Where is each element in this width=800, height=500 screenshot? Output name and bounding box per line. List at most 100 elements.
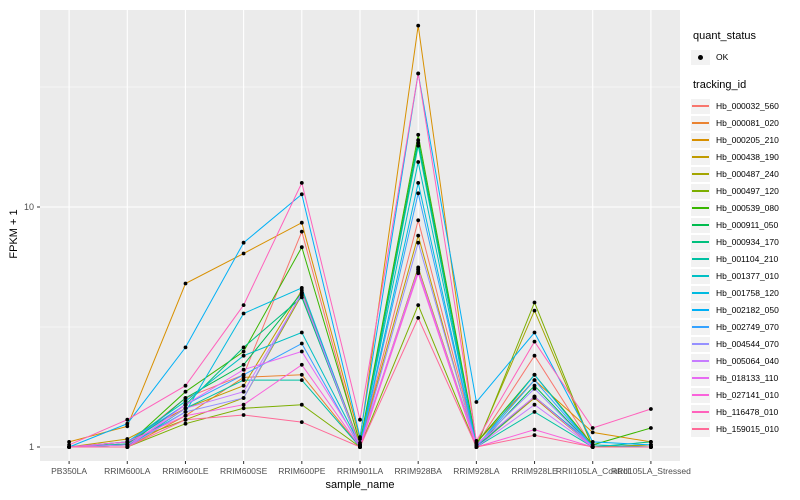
legend-item-label: Hb_002749_070 (716, 322, 779, 332)
data-point (299, 181, 304, 185)
data-point (299, 245, 304, 250)
data-point (590, 445, 595, 449)
legend-item-label: Hb_000438_190 (716, 152, 779, 162)
legend-item: Hb_001758_120 (691, 285, 799, 301)
x-tick-label: RRIM928LA (453, 466, 500, 476)
data-point (358, 417, 362, 422)
data-point (532, 410, 537, 414)
legend-item: Hb_159015_010 (691, 421, 799, 437)
legend-line-swatch (692, 360, 709, 362)
data-point (125, 437, 130, 441)
data-point (241, 406, 246, 411)
data-point (241, 402, 246, 407)
data-point (532, 330, 537, 335)
legend-line-swatch (692, 292, 709, 294)
data-point (532, 427, 537, 432)
legend-item: Hb_027141_010 (691, 387, 799, 403)
data-point (416, 132, 421, 137)
legend-line-swatch (692, 173, 709, 175)
legend-line-swatch (692, 275, 709, 277)
legend-line-swatch (692, 105, 709, 107)
data-point (241, 372, 246, 377)
point-icon (698, 54, 703, 60)
data-point (416, 316, 421, 320)
data-point (299, 341, 304, 346)
legend-key-box (691, 149, 710, 165)
legend-tracking-id-title: tracking_id (693, 79, 747, 91)
x-tick-label: RRIM600SE (220, 466, 268, 476)
legend-key-box (691, 49, 710, 65)
legend-line-swatch (692, 190, 709, 192)
data-point (241, 349, 246, 354)
legend-key-box (691, 200, 710, 216)
legend-line-swatch (692, 394, 709, 396)
data-point (416, 303, 421, 307)
data-point (241, 362, 246, 367)
data-point (299, 295, 304, 300)
legend-key-box (691, 421, 710, 437)
data-point (532, 339, 537, 344)
legend-key-box (691, 336, 710, 352)
legend-key-box (691, 285, 710, 301)
data-point (67, 440, 71, 444)
data-point (125, 440, 130, 444)
data-point (532, 353, 537, 358)
data-point (299, 220, 304, 225)
data-point (183, 421, 188, 426)
data-point (241, 303, 246, 307)
legend-item-label: Hb_000497_120 (716, 186, 779, 196)
legend-item-label: Hb_004544_070 (716, 339, 779, 349)
legend-key-box (691, 183, 710, 199)
legend-key-box (691, 251, 710, 267)
legend-line-swatch (692, 411, 709, 413)
y-tick-label: 1 (29, 442, 34, 452)
x-tick-label: RRIM928LE (511, 466, 558, 476)
legend-item: Hb_000934_170 (691, 234, 799, 250)
data-point (183, 396, 188, 400)
legend-key-box (691, 302, 710, 318)
data-point (299, 402, 304, 407)
data-point (416, 23, 421, 28)
data-point (183, 402, 188, 407)
legend-item-label: Hb_002182_050 (716, 305, 779, 315)
legend-item: Hb_000205_210 (691, 132, 799, 148)
data-point (183, 399, 188, 404)
data-point (590, 426, 595, 430)
x-tick-label: RRIM928BA (395, 466, 443, 476)
legend-line-swatch (692, 343, 709, 345)
legend-item: Hb_116478_010 (691, 404, 799, 420)
legend-item-label: Hb_159015_010 (716, 424, 779, 434)
data-point (241, 378, 246, 382)
data-point (474, 400, 479, 404)
data-point (299, 349, 304, 354)
legend-item: Hb_000497_120 (691, 183, 799, 199)
legend-key-box (691, 404, 710, 420)
legend-line-swatch (692, 258, 709, 260)
data-point (183, 417, 188, 422)
data-point (532, 394, 537, 399)
data-point (416, 71, 421, 76)
legend-item-label: Hb_000487_240 (716, 169, 779, 179)
legend-line-swatch (692, 309, 709, 311)
legend-line-swatch (692, 156, 709, 158)
data-point (241, 240, 246, 245)
data-point (241, 383, 246, 388)
data-point (532, 378, 537, 382)
data-point (299, 229, 304, 234)
data-point (241, 375, 246, 380)
data-point (416, 233, 421, 238)
data-point (416, 160, 421, 164)
legend-item-label: Hb_000911_050 (716, 220, 779, 230)
data-point (416, 141, 421, 145)
legend-line-swatch (692, 428, 709, 430)
legend-item: Hb_000911_050 (691, 217, 799, 233)
x-tick-label: PB350LA (51, 466, 87, 476)
data-point (299, 420, 304, 424)
legend-item: Hb_000539_080 (691, 200, 799, 216)
data-point (590, 430, 595, 435)
data-point (649, 407, 653, 411)
legend-item: Hb_002182_050 (691, 302, 799, 318)
legend-quant-status-title: quant_status (693, 30, 756, 42)
